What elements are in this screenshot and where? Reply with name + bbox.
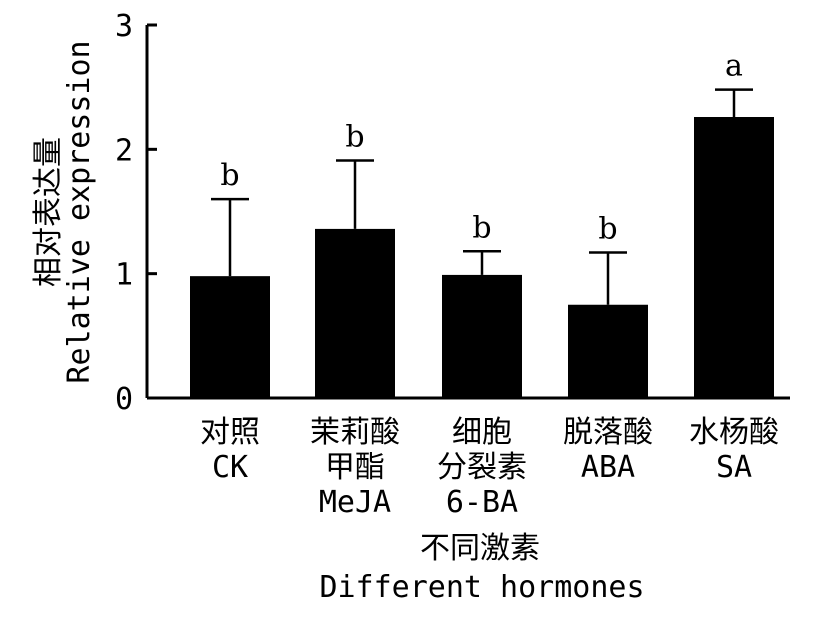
y-axis-label-zh: 相对表达量 xyxy=(31,137,66,287)
category-label: 分裂素 xyxy=(437,450,527,485)
significance-letter: b xyxy=(598,212,617,247)
y-axis-label-en: Relative expression xyxy=(62,40,97,383)
category-label: 水杨酸 xyxy=(689,415,779,450)
y-tick-label: 0 xyxy=(115,382,133,417)
category-label: 细胞 xyxy=(452,415,512,450)
bars-group: b b b b a xyxy=(190,49,774,399)
bar xyxy=(190,276,270,398)
significance-letter: b xyxy=(220,158,239,193)
y-ticks-group: 0 1 2 3 xyxy=(115,9,157,417)
y-tick-label: 1 xyxy=(115,258,133,293)
bar xyxy=(568,304,648,398)
category-label: 对照 xyxy=(200,415,260,450)
category-label: 6-BA xyxy=(446,485,518,520)
category-label: 茉莉酸 xyxy=(310,415,400,450)
category-label: CK xyxy=(212,450,248,485)
significance-letter: b xyxy=(472,210,491,245)
category-label: 脱落酸 xyxy=(563,415,653,450)
y-tick-label: 2 xyxy=(115,133,133,168)
category-label: ABA xyxy=(581,450,635,485)
x-axis-label-zh: 不同激素 xyxy=(420,531,540,566)
category-label: SA xyxy=(716,450,752,485)
significance-letter: b xyxy=(345,120,364,155)
x-axis-label-en: Different hormones xyxy=(319,570,644,605)
significance-letter: a xyxy=(725,49,743,84)
bar xyxy=(442,274,522,398)
category-label: MeJA xyxy=(319,485,391,520)
y-tick-label: 3 xyxy=(115,9,133,44)
category-label: 甲酯 xyxy=(325,450,385,485)
bar xyxy=(694,117,774,399)
bar xyxy=(315,228,395,398)
